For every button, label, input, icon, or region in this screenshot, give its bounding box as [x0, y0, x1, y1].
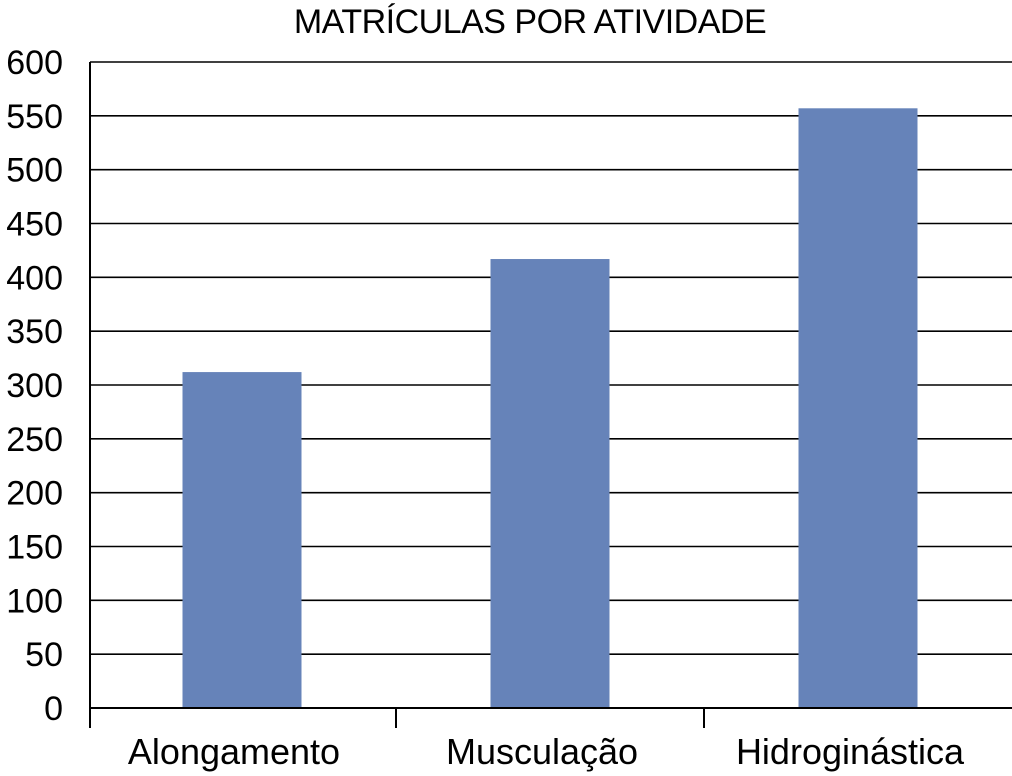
x-axis-tick-labels: Alongamento Musculação Hidroginástica — [128, 731, 965, 772]
x-tick-label-alongamento: Alongamento — [128, 731, 340, 772]
y-tick-label: 50 — [25, 636, 63, 674]
bar-alongamento — [182, 372, 302, 708]
y-tick-label: 500 — [6, 152, 63, 190]
y-tick-label: 200 — [6, 475, 63, 513]
y-axis-tick-labels: 0 50 100 150 200 250 300 350 400 450 500 550 600 — [6, 44, 63, 728]
x-tick-label-hidroginástica: Hidroginástica — [736, 731, 965, 772]
y-tick-label: 400 — [6, 259, 63, 297]
bars — [182, 108, 918, 708]
y-tick-label: 150 — [6, 529, 63, 567]
y-tick-label: 550 — [6, 98, 63, 136]
chart-title: MATRÍCULAS POR ATIVIDADE — [294, 3, 766, 41]
axes — [89, 62, 1012, 728]
y-tick-label: 300 — [6, 367, 63, 405]
bar-hidroginástica — [798, 108, 918, 708]
x-tick-label-musculação: Musculação — [446, 731, 638, 772]
y-tick-label: 0 — [44, 690, 63, 728]
y-tick-label: 100 — [6, 582, 63, 620]
y-tick-label: 450 — [6, 206, 63, 244]
y-tick-label: 350 — [6, 313, 63, 351]
y-tick-label: 250 — [6, 421, 63, 459]
bar-musculação — [490, 259, 610, 708]
y-tick-label: 600 — [6, 44, 63, 82]
